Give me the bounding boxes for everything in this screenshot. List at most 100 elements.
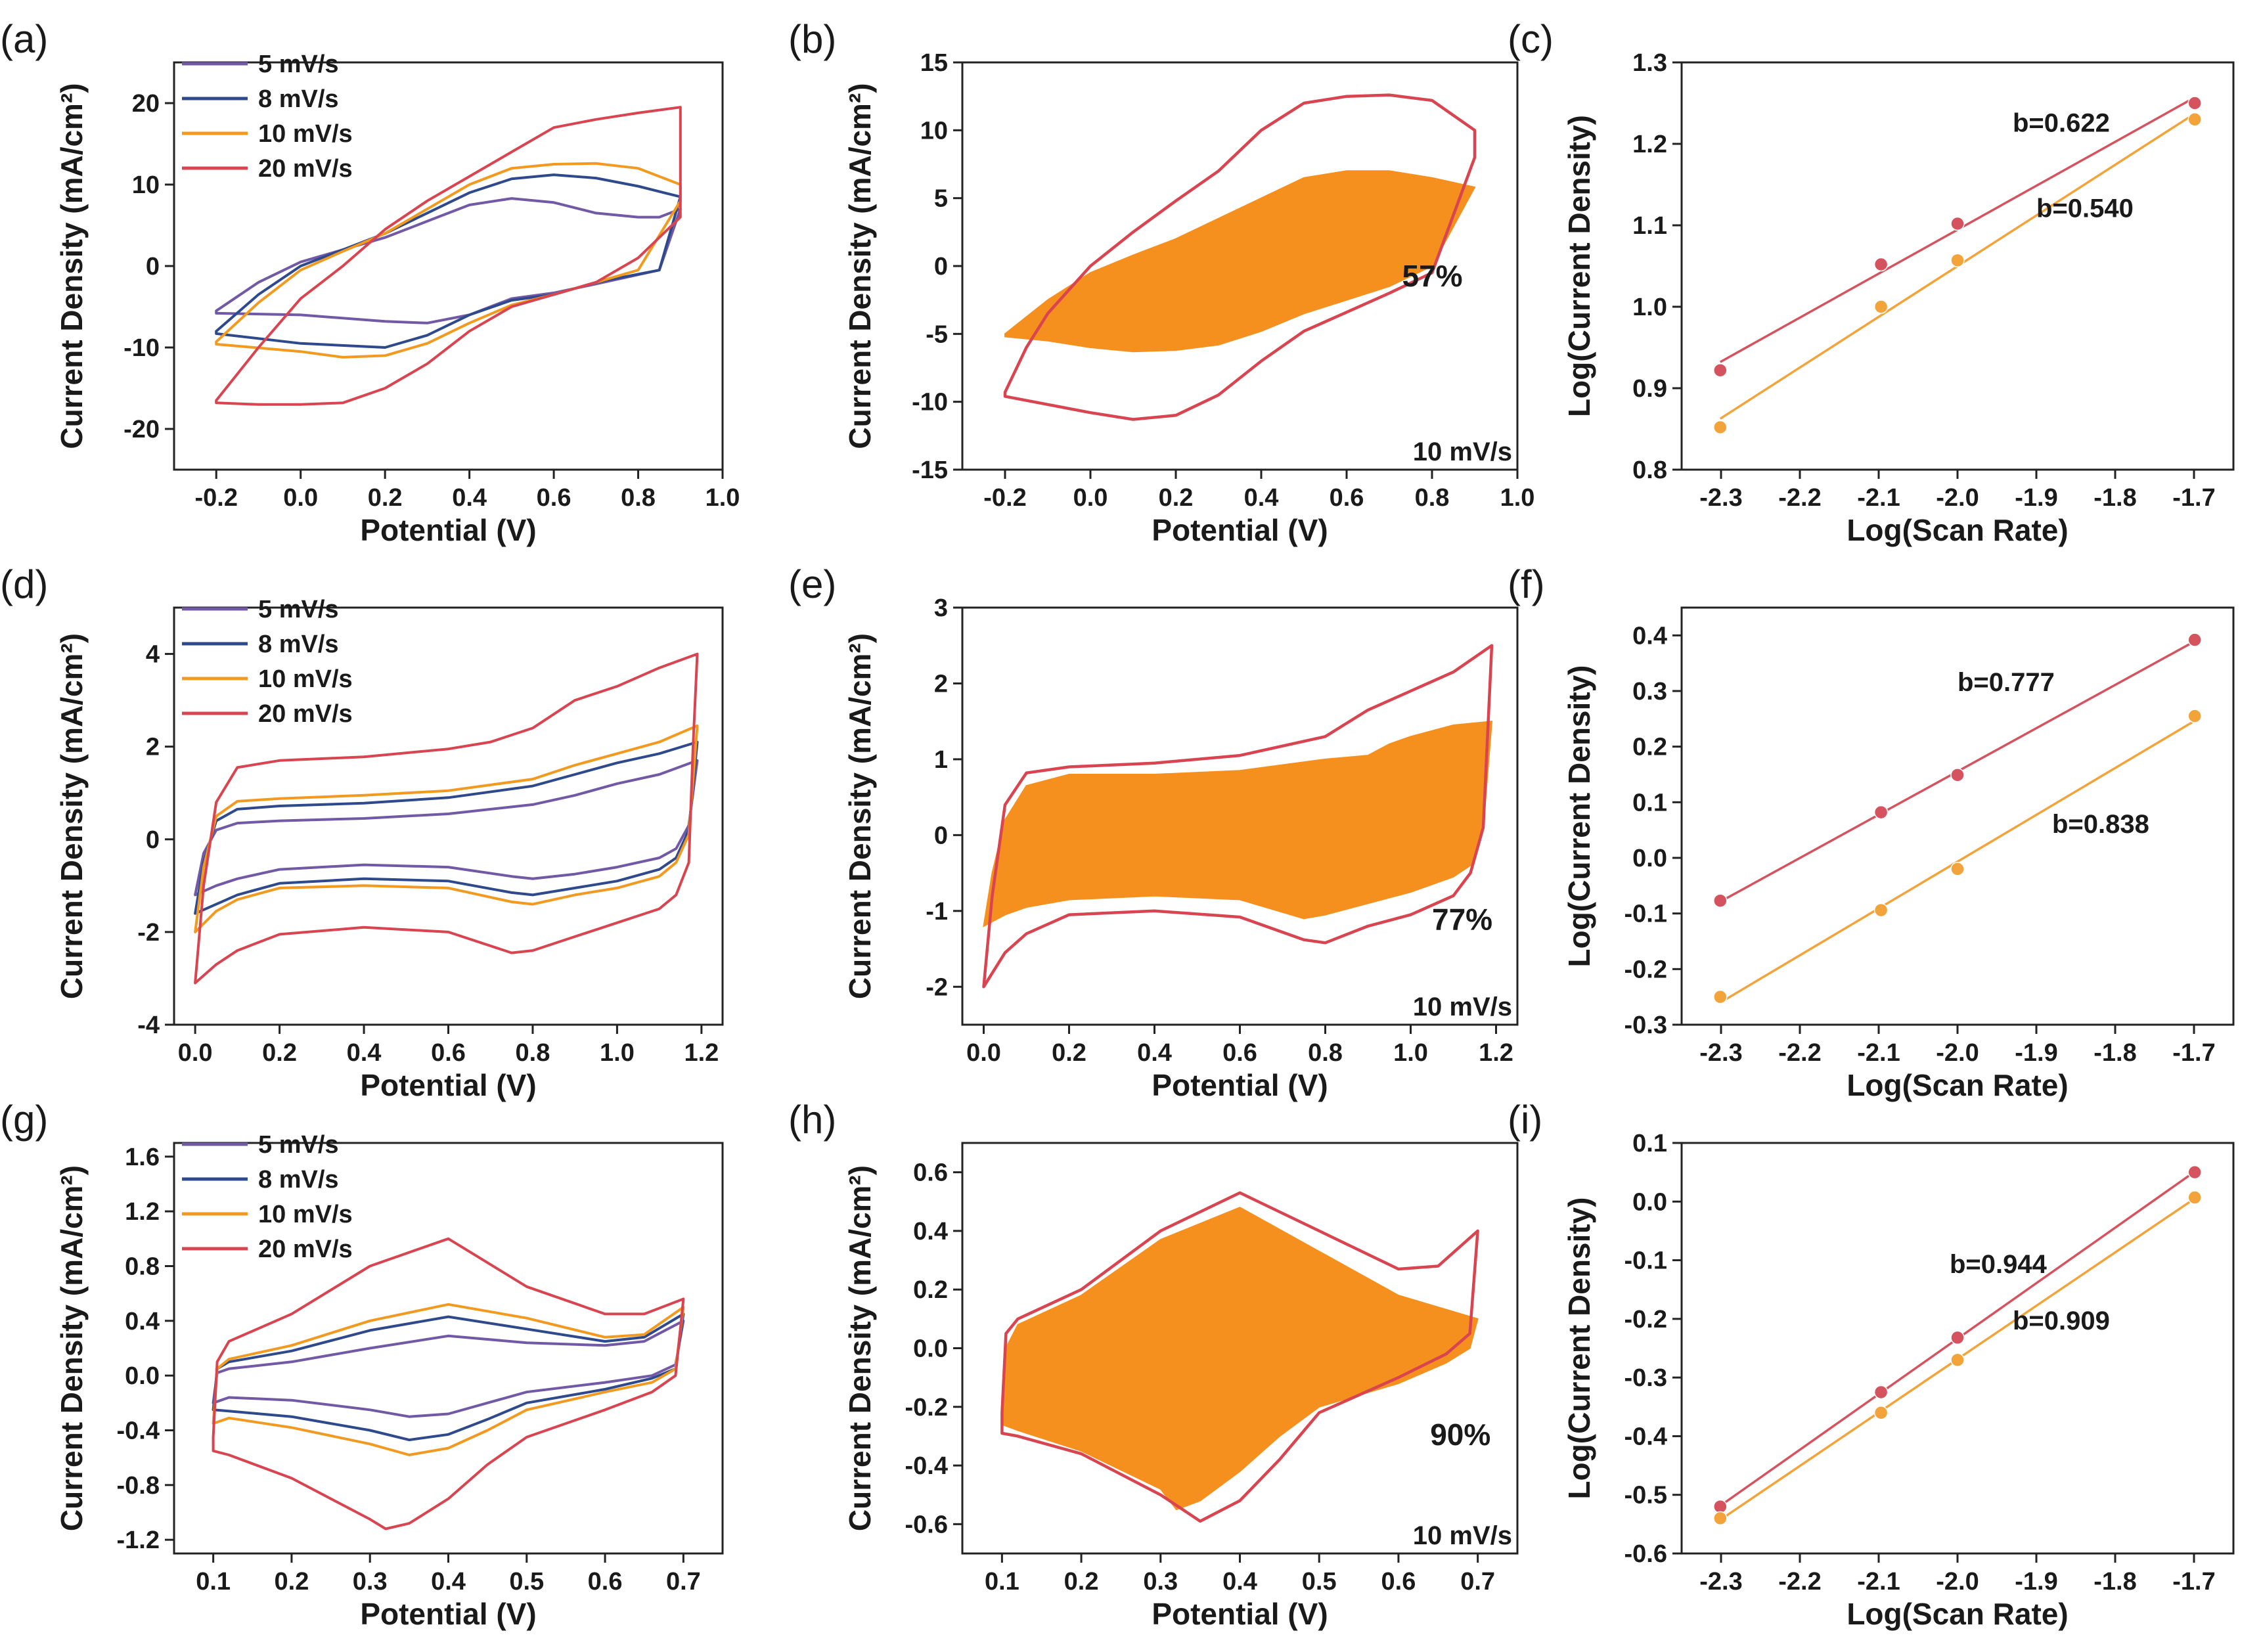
x-tick-label: -2.1 (1857, 484, 1900, 512)
legend-label: 10 mV/s (258, 120, 353, 148)
panel-f: (f) b=0.777 b=0.838 -2.3 -2.2 -2.1 -2.0 -1.9 -1.… (1508, 562, 2233, 1102)
y-tick-label: -4 (137, 1012, 160, 1039)
panel-label: (b) (788, 17, 836, 61)
x-tick-label: -2.0 (1936, 1568, 1979, 1596)
legend-label: 8 mV/s (258, 631, 339, 658)
y-tick-label: -0.6 (905, 1511, 948, 1538)
y-tick-label: -0.4 (117, 1418, 160, 1445)
y-tick-label: 1.0 (1632, 294, 1667, 321)
slope-label: b=0.909 (2013, 1306, 2110, 1335)
y-tick-label: 0.6 (913, 1159, 948, 1187)
y-tick-label: 2 (934, 670, 948, 698)
x-tick-label: 0.2 (1159, 484, 1194, 512)
y-tick-label: -1 (926, 898, 948, 926)
panel-label: (g) (0, 1098, 48, 1142)
panel-label: (i) (1508, 1098, 1542, 1142)
x-tick-label: -1.7 (2172, 1568, 2215, 1596)
panel-label: (f) (1508, 562, 1545, 606)
x-tick-label: 0.2 (1052, 1039, 1086, 1067)
y-axis-title: Current Density (mA/cm²) (55, 1165, 89, 1531)
x-axis-title: Potential (V) (1152, 1068, 1328, 1102)
x-tick-label: -1.8 (2093, 1568, 2136, 1596)
x-tick-label: 0.8 (516, 1039, 550, 1067)
y-tick-label: 0.4 (913, 1218, 948, 1245)
panel-a: (a) -0.2 0.0 0.2 0.4 0.6 0.8 1.0 -20 -10 0 10 20 Pote… (0, 17, 740, 547)
y-tick-label: 3 (934, 594, 948, 622)
x-axis-title: Potential (V) (360, 513, 536, 547)
legend-label: 20 mV/s (258, 1236, 353, 1263)
data-point-anodic (1875, 258, 1888, 271)
y-tick-label: -0.5 (1624, 1482, 1667, 1509)
cv-curve-8mvs (213, 1314, 684, 1440)
y-tick-label: 0.0 (913, 1335, 948, 1363)
panel-label: (c) (1508, 17, 1554, 61)
x-tick-label: 1.2 (684, 1039, 719, 1067)
cv-curve-8mvs (216, 175, 681, 347)
y-axis-title: Current Density (mA/cm²) (843, 1165, 877, 1531)
x-tick-label: 0.1 (196, 1568, 231, 1596)
x-tick-label: 0.6 (431, 1039, 466, 1067)
legend-label: 10 mV/s (258, 1201, 353, 1228)
panel-g: (g)0.1 0.2 0.3 0.4 0.5 0.6 0.7-1.2-0.8-0.40.00… (0, 1098, 723, 1631)
data-point-anodic (2188, 1166, 2201, 1179)
y-tick-label: -0.2 (905, 1394, 948, 1421)
x-tick-label: 0.3 (1143, 1568, 1178, 1596)
x-tick-label: 0.4 (1222, 1568, 1257, 1596)
cv-curve-10mvs (195, 726, 697, 932)
y-tick-label: 20 (132, 90, 160, 118)
y-tick-label: 10 (920, 117, 948, 145)
panel-label: (a) (0, 17, 48, 61)
x-tick-label: -2.3 (1699, 1039, 1742, 1067)
x-tick-label: 0.2 (262, 1039, 297, 1067)
x-tick-label: -2.2 (1778, 1568, 1821, 1596)
cv-curve-5mvs (216, 198, 681, 323)
capacitive-percent-label: 57% (1402, 259, 1463, 293)
y-tick-label: 0.2 (1632, 734, 1667, 761)
x-tick-label: 0.6 (588, 1568, 623, 1596)
y-tick-label: 0 (934, 253, 948, 280)
x-tick-label: 0.2 (368, 484, 403, 512)
y-axis-title: Log(Current Density) (1562, 665, 1596, 968)
figure-canvas: (a)-0.2 0.0 0.2 0.4 0.6 0.8 1.0-20-1001020Pote… (0, 0, 2261, 1652)
legend-label: 8 mV/s (258, 85, 339, 113)
plot-frame (174, 1143, 723, 1553)
y-axis-title: Current Density (mA/cm²) (843, 83, 877, 449)
y-tick-label: 0.0 (125, 1362, 160, 1390)
cv-curve-10mvs (216, 164, 681, 357)
capacitive-fill-area (984, 721, 1492, 926)
data-point-anodic (1875, 806, 1888, 819)
y-axis-title: Log(Current Density) (1562, 115, 1596, 417)
panel-d: (d)0.0 0.2 0.4 0.6 0.8 1.0 1.2-4-2024Potential… (0, 562, 723, 1102)
x-axis-title: Potential (V) (1152, 1597, 1328, 1631)
legend-label: 5 mV/s (258, 51, 339, 78)
data-point-anodic (1951, 769, 1964, 782)
x-tick-label: 0.4 (1244, 484, 1279, 512)
data-point-anodic (1714, 364, 1727, 377)
x-tick-label: 0.6 (1330, 484, 1364, 512)
y-tick-label: 0.2 (913, 1276, 948, 1304)
cv-curve-5mvs (213, 1321, 684, 1417)
y-tick-label: -10 (912, 389, 948, 416)
legend-label: 8 mV/s (258, 1166, 339, 1194)
y-tick-label: 0.8 (1632, 457, 1667, 484)
y-tick-label: -0.3 (1624, 1012, 1667, 1039)
panel-e: (e)0.0 0.2 0.4 0.6 0.8 1.0 1.2-2-10123Potentia… (788, 562, 1517, 1102)
x-tick-label: 0.1 (985, 1568, 1019, 1596)
y-tick-label: 0.0 (1632, 1188, 1667, 1216)
data-point-cathodic (1714, 991, 1727, 1004)
y-tick-label: -0.1 (1624, 901, 1667, 928)
y-tick-label: 1.2 (125, 1198, 160, 1226)
slope-label: b=0.944 (1950, 1250, 2048, 1279)
x-tick-label: 0.4 (452, 484, 487, 512)
y-tick-label: 1.2 (1632, 131, 1667, 158)
x-tick-label: -2.3 (1699, 484, 1742, 512)
y-axis-title: Log(Current Density) (1562, 1197, 1596, 1500)
y-tick-label: -5 (926, 321, 948, 348)
x-tick-label: 0.4 (1137, 1039, 1172, 1067)
y-tick-label: 0 (934, 822, 948, 849)
x-tick-label: 1.2 (1479, 1039, 1513, 1067)
x-tick-label: 0.7 (1460, 1568, 1495, 1596)
data-point-anodic (2188, 97, 2201, 110)
y-tick-label: -15 (912, 457, 948, 484)
x-tick-label: 1.0 (600, 1039, 635, 1067)
